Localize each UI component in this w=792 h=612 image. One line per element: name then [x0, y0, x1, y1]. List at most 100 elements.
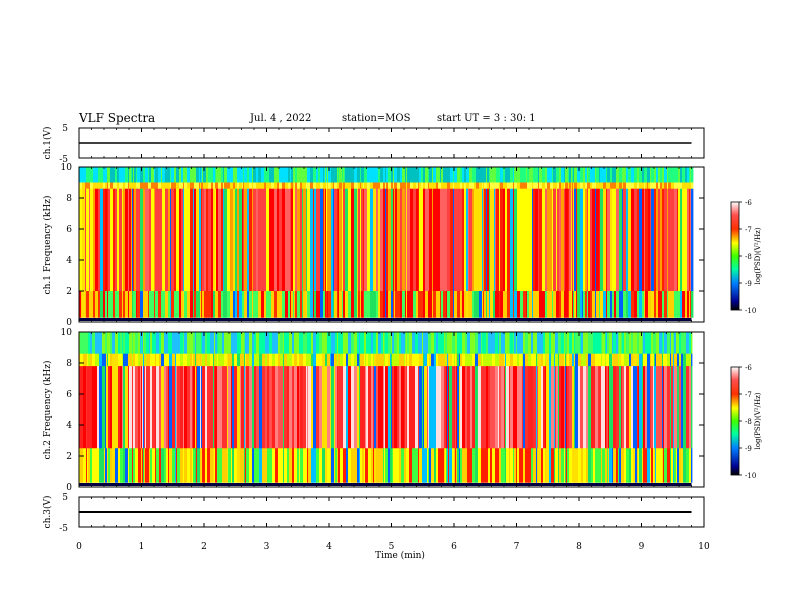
spectrogram-column [89, 291, 91, 318]
spectrogram-column [576, 188, 578, 292]
spectrogram-column [658, 188, 661, 292]
spectrogram-column [499, 167, 501, 183]
spectrogram-column [393, 291, 395, 318]
ch1-waveform-panel: 5 -5 ch.1(V) [42, 124, 705, 165]
spectrogram-column [79, 448, 81, 483]
spectrogram-column [81, 167, 83, 183]
spectrogram-column [316, 353, 320, 367]
spectrogram-column [476, 291, 480, 318]
spectrogram-column [269, 167, 272, 183]
spectrogram-column [482, 182, 484, 190]
spectrogram-column [429, 332, 432, 355]
spectrogram-column [559, 188, 562, 292]
spectrogram-column [365, 353, 367, 367]
spectrogram-column [246, 332, 250, 355]
spectrogram-column [503, 188, 506, 292]
spectrogram-column [499, 366, 502, 449]
spectrogram-column [531, 448, 534, 483]
spectrogram-column [334, 366, 336, 449]
spectrogram-column [207, 353, 211, 367]
spectrogram-column [545, 366, 547, 449]
spectrogram-column [547, 182, 551, 190]
spectrogram-column [145, 291, 149, 318]
spectrogram-column [351, 366, 355, 449]
spectrogram-column [313, 167, 315, 183]
spectrogram-column [140, 366, 142, 449]
spectrogram-column [510, 353, 514, 367]
spectrogram-column [314, 188, 317, 292]
spectrogram-column [575, 448, 579, 483]
spectrogram-column [647, 366, 651, 449]
spectrogram-column [179, 291, 182, 318]
spectrogram-column [659, 448, 663, 483]
spectrogram-column [645, 448, 648, 483]
spectrogram-column [490, 366, 493, 449]
spectrogram-column [566, 448, 568, 483]
spectrogram-column [607, 366, 609, 449]
spectrogram-column [168, 353, 170, 367]
spectrogram-column [302, 188, 304, 292]
spectrogram-column [232, 366, 235, 449]
spectrogram-column [180, 448, 184, 483]
spectrogram-column [211, 167, 214, 183]
spectrogram-column [622, 332, 625, 355]
spectrogram-column [228, 366, 232, 449]
spectrogram-column [449, 366, 453, 449]
spectrogram-column [588, 448, 592, 483]
spectrogram-column [624, 448, 627, 483]
spectrogram-column [683, 448, 687, 483]
spectrogram-column [129, 182, 132, 190]
spectrogram-column [81, 188, 83, 292]
spectrogram-column [483, 188, 485, 292]
spectrogram-column [438, 291, 441, 318]
spectrogram-column [402, 167, 406, 183]
spectrogram-column [390, 366, 392, 449]
spectrogram-column [539, 182, 543, 190]
spectrogram-column [206, 167, 209, 183]
spectrogram-column [343, 366, 347, 449]
spectrogram-column [554, 366, 556, 449]
spectrogram-column [107, 167, 109, 183]
colorbar-tick-label: -8 [745, 418, 752, 426]
spectrogram-column [586, 366, 589, 449]
spectrogram-column [269, 188, 272, 292]
spectrogram-column [456, 353, 458, 367]
spectrogram-column [307, 366, 309, 449]
spectrogram-column [322, 353, 326, 367]
spectrogram-column [674, 353, 677, 367]
spectrogram-column [155, 332, 157, 355]
spectrogram-column [287, 332, 290, 355]
spectrogram-column [397, 448, 400, 483]
spectrogram-column [166, 448, 169, 483]
spectrogram-column [404, 332, 406, 355]
spectrogram-column [527, 291, 530, 318]
spectrogram-column [183, 448, 185, 483]
spectrogram-column [448, 353, 450, 367]
spectrogram-column [459, 332, 461, 355]
spectrogram-column [202, 448, 206, 483]
spectrogram-column [201, 448, 203, 483]
y-tick-label: 8 [66, 359, 72, 369]
spectrogram-column [252, 182, 254, 190]
spectrogram-column [578, 448, 581, 483]
spectrogram-column [303, 188, 307, 292]
spectrogram-column [376, 332, 379, 355]
spectrogram-column [536, 366, 538, 449]
spectrogram-column [522, 366, 524, 449]
spectrogram-column [222, 366, 225, 449]
spectrogram-column [239, 188, 243, 292]
y-tick-label: 2 [66, 452, 72, 462]
spectrogram-column [150, 448, 153, 483]
spectrogram-column [262, 332, 266, 355]
spectrogram-column [148, 167, 150, 183]
spectrogram-column [631, 182, 635, 190]
spectrogram-column [397, 353, 400, 367]
spectrogram-column [231, 366, 233, 449]
spectrogram-column [468, 291, 470, 318]
spectrogram-column [541, 366, 544, 449]
spectrogram-column [438, 366, 442, 449]
spectrogram-column [444, 353, 446, 367]
ch3-ytick-bottom: -5 [59, 524, 68, 534]
spectrogram-column [405, 291, 407, 318]
spectrogram-column [574, 332, 576, 355]
